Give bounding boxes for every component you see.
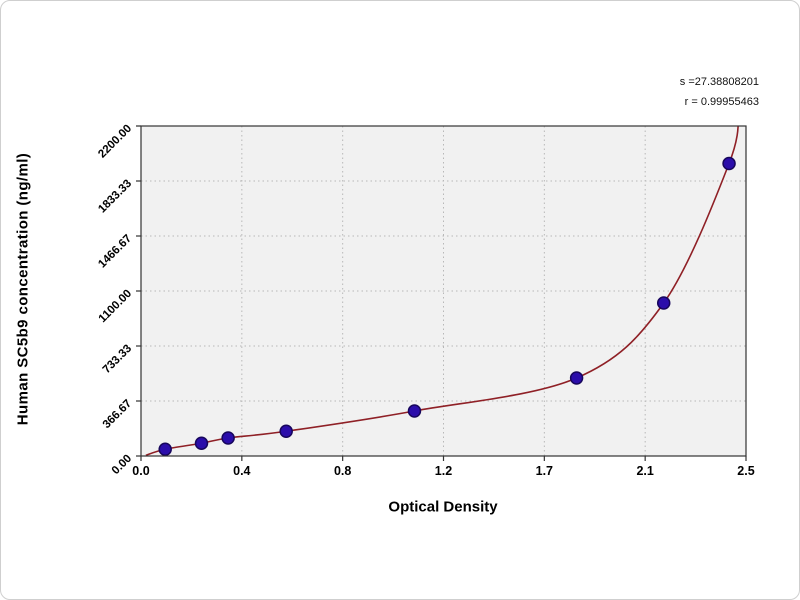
data-point xyxy=(569,371,584,385)
data-point xyxy=(656,296,671,310)
y-tick-label: 2200.00 xyxy=(96,123,134,161)
data-point xyxy=(158,442,172,456)
y-tick-label: 0.00 xyxy=(110,453,134,477)
x-axis-title: Optical Density xyxy=(388,498,498,516)
x-tick-label: 0.8 xyxy=(334,464,351,478)
x-tick-label: 1.2 xyxy=(435,464,452,478)
data-point xyxy=(407,404,422,418)
data-point xyxy=(221,431,235,445)
fit-statistics: s =27.38808201 r = 0.99955463 xyxy=(680,73,759,113)
x-tick-label: 2.1 xyxy=(636,464,653,478)
y-tick-label: 1100.00 xyxy=(97,288,134,325)
x-tick-label: 2.5 xyxy=(737,464,754,478)
x-tick-label: 0.0 xyxy=(132,464,149,478)
x-tick-label: 0.4 xyxy=(233,464,250,478)
y-tick-label: 733.33 xyxy=(101,343,134,376)
y-tick-label: 1833.33 xyxy=(96,178,134,216)
x-tick-label: 1.7 xyxy=(536,464,553,478)
data-point xyxy=(279,424,293,438)
fit-stat-r: r = 0.99955463 xyxy=(684,95,759,108)
y-axis-title: Human SC5b9 concentration (ng/ml) xyxy=(14,152,32,426)
y-tick-label: 366.67 xyxy=(101,398,134,431)
y-tick-label: 1466.67 xyxy=(96,233,134,271)
fit-stat-s: s =27.38808201 xyxy=(679,76,759,88)
data-point xyxy=(722,156,736,171)
data-point xyxy=(194,436,209,450)
